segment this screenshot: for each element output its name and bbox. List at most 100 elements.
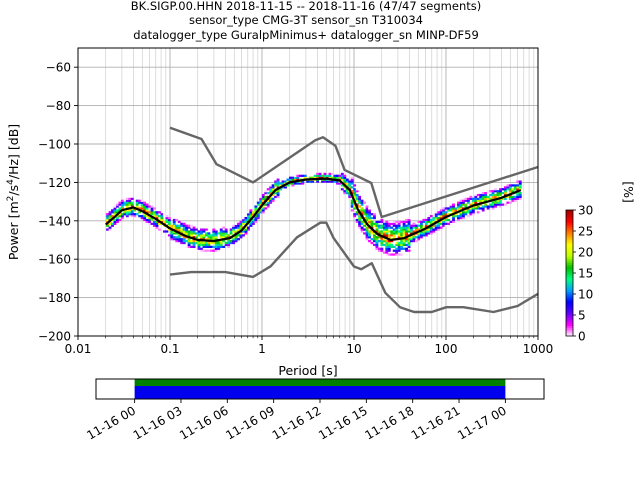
heatmap-cell — [355, 203, 359, 206]
heatmap-cell — [120, 216, 124, 220]
heatmap-cell — [387, 245, 391, 248]
heatmap-cell — [177, 240, 181, 243]
heatmap-cell — [499, 193, 502, 197]
heatmap-cell — [288, 182, 292, 185]
heatmap-cell — [439, 209, 443, 212]
heatmap-cell — [395, 226, 399, 229]
heatmap-cell — [513, 197, 517, 200]
heatmap-cell — [256, 216, 260, 220]
heatmap-cell — [276, 178, 280, 181]
heatmap-cell — [407, 230, 411, 233]
heatmap-cell — [501, 192, 505, 195]
heatmap-cell — [330, 180, 334, 183]
heatmap-cell — [358, 226, 362, 229]
heatmap-cell — [296, 178, 300, 181]
heatmap-cell — [120, 199, 124, 202]
heatmap-cell — [370, 213, 374, 216]
heatmap-cell — [170, 238, 174, 241]
heatmap-cell — [377, 226, 381, 229]
heatmap-cell — [261, 205, 265, 208]
heatmap-cell — [237, 234, 240, 237]
heatmap-cell — [434, 228, 438, 231]
heatmap-cell — [340, 174, 344, 177]
heatmap-cell — [377, 247, 381, 250]
heatmap-cell — [190, 224, 194, 227]
colorbar-step — [566, 252, 573, 255]
heatmap-cell — [266, 188, 270, 191]
heatmap-cell — [365, 234, 369, 237]
heatmap-cell — [222, 226, 226, 229]
heatmap-cell — [187, 232, 191, 235]
heatmap-cell — [148, 218, 151, 222]
heatmap-cell — [461, 207, 465, 210]
colorbar-step — [566, 315, 573, 318]
colorbar-step — [566, 283, 573, 287]
heatmap-cell — [382, 230, 386, 233]
heatmap-cell — [106, 224, 109, 227]
heatmap-cell — [489, 193, 493, 197]
heatmap-cell — [229, 230, 233, 233]
heatmap-cell — [407, 228, 411, 231]
heatmap-cell — [143, 215, 147, 218]
heatmap-cell — [484, 193, 488, 197]
heatmap-cell — [180, 238, 184, 241]
heatmap-cell — [180, 224, 184, 227]
heatmap-cell — [318, 172, 322, 176]
heatmap-cell — [494, 190, 497, 193]
colorbar-step — [566, 308, 573, 312]
heatmap-cell — [464, 213, 468, 216]
heatmap-cell — [296, 182, 300, 185]
heatmap-cell — [390, 230, 394, 233]
heatmap-cell — [108, 213, 112, 216]
heatmap-cell — [190, 245, 194, 248]
heatmap-cell — [373, 234, 376, 237]
heatmap-cell — [116, 215, 119, 218]
x-tick-label: 10 — [346, 342, 361, 356]
colorbar-step — [566, 329, 573, 333]
heatmap-cell — [390, 243, 394, 247]
heatmap-cell — [499, 190, 502, 193]
heatmap-cell — [130, 201, 134, 204]
heatmap-cell — [116, 205, 119, 208]
colorbar-step — [566, 224, 573, 228]
heatmap-cell — [402, 253, 406, 256]
heatmap-cell — [343, 186, 347, 189]
heatmap-cell — [143, 209, 147, 212]
heatmap-cell — [279, 184, 282, 187]
heatmap-cell — [345, 180, 349, 183]
heatmap-cell — [387, 236, 391, 239]
heatmap-cell — [377, 240, 381, 243]
heatmap-cell — [145, 209, 149, 212]
heatmap-cell — [424, 222, 428, 225]
heatmap-cell — [190, 230, 194, 233]
heatmap-cell — [422, 220, 426, 224]
heatmap-cell — [459, 199, 463, 202]
heatmap-cell — [170, 224, 174, 227]
heatmap-cell — [417, 238, 421, 241]
heatmap-cell — [148, 220, 151, 224]
heatmap-cell — [415, 240, 418, 243]
heatmap-cell — [484, 199, 488, 202]
heatmap-cell — [407, 238, 411, 241]
heatmap-cell — [476, 205, 480, 208]
heatmap-cell — [513, 195, 517, 199]
heatmap-cell — [506, 188, 510, 191]
heatmap-cell — [405, 228, 409, 231]
heatmap-cell — [382, 251, 386, 254]
heatmap-cell — [499, 192, 502, 195]
heatmap-cell — [343, 174, 347, 177]
heatmap-cell — [353, 195, 357, 199]
heatmap-cell — [281, 182, 285, 185]
heatmap-cell — [130, 211, 134, 214]
heatmap-cell — [259, 203, 263, 206]
colorbar-step — [566, 304, 573, 308]
heatmap-cell — [491, 192, 495, 195]
heatmap-cell — [481, 195, 485, 199]
heatmap-cell — [182, 232, 186, 235]
heatmap-cell — [172, 232, 176, 235]
heatmap-cell — [385, 249, 389, 252]
heatmap-cell — [291, 176, 295, 179]
heatmap-cell — [368, 240, 371, 243]
heatmap-cell — [454, 215, 458, 218]
heatmap-cell — [116, 218, 119, 222]
